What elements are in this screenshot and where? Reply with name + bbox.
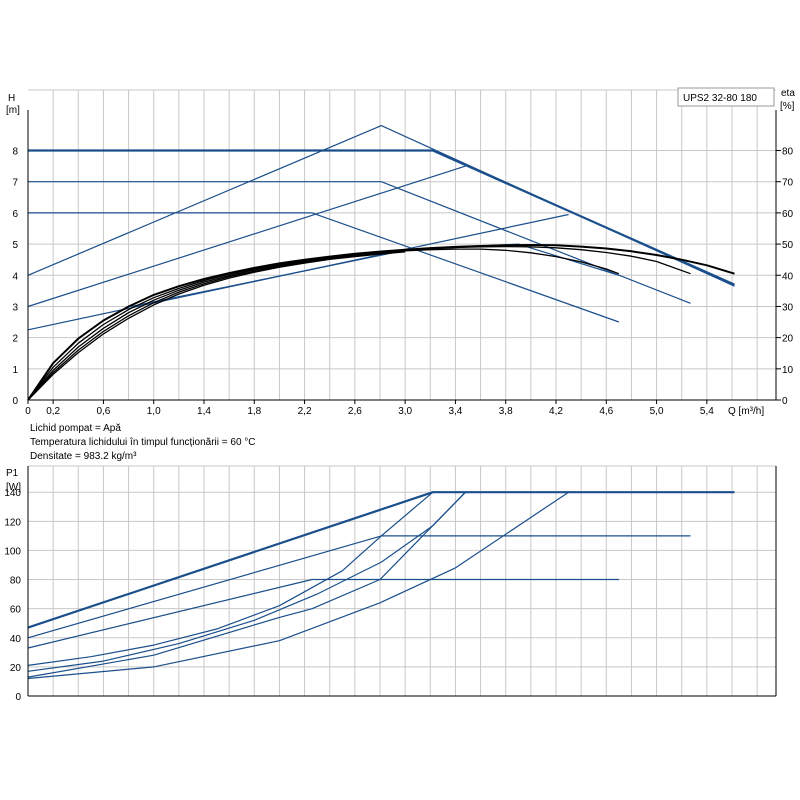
performance-curve-9 [27,245,691,401]
performance-x-tick-label: 2,2 [298,406,312,417]
performance-y-tick-label: 8 [12,147,18,158]
performance-y-tick-label: 0 [12,396,18,407]
note-density: Densitate = 983.2 kg/m³ [30,451,137,462]
note-fluid: Lichid pompat = Apă [30,423,121,434]
performance-curve-5 [27,165,466,308]
power-y-label: P1 [6,468,19,479]
performance-y2-tick-label: 50 [782,240,794,251]
performance-y-tick-label: 3 [12,302,18,313]
performance-y-ticks: 0 1 2 3 4 5 6 7 8 [12,147,18,407]
performance-x-tick-label: 5,0 [650,406,664,417]
performance-y2-tick-label: 80 [782,147,794,158]
performance-y-tick-label: 6 [12,209,18,220]
performance-x-tick-label: 0,6 [96,406,110,417]
performance-x-tick-label: 2,6 [348,406,362,417]
model-label: UPS2 32-80 180 [683,93,757,104]
performance-curve-4 [27,125,735,287]
performance-curve-1 [28,149,735,286]
performance-y2-unit: [%] [780,101,795,112]
power-y-tick-label: 40 [10,634,22,645]
performance-y-tick-label: 5 [12,240,18,251]
power-y-tick-label: 120 [4,517,21,528]
power-panel: 0 20 40 60 80 100 120 140 P1 [W] [4,465,777,703]
power-curve-2 [27,535,691,639]
power-y-tick-label: 100 [4,546,21,557]
model-label-box [677,87,775,107]
performance-curve-10 [27,248,620,401]
performance-x-tick-label: 1,4 [197,406,211,417]
power-curve-3 [27,578,619,649]
power-curve-4 [27,491,468,666]
performance-y2-tick-label: 20 [782,334,794,345]
performance-x-ticks: 0 0,2 0,6 1,0 1,4 1,8 2,2 2,6 3,0 3,4 3,8 4,2 4,6 5,0… [25,400,714,417]
performance-y-unit: [m] [6,105,20,116]
performance-grid [28,89,776,400]
note-temperature: Temperatura lichidului în timpul funcțio… [30,437,256,448]
performance-panel: 0 0,2 0,6 1,0 1,4 1,8 2,2 2,6 3,0 3,4 3,8 4,2 4,6 5,0… [6,87,795,417]
power-curve-6 [27,491,582,680]
power-y-tick-label: 140 [4,488,21,499]
performance-y2-tick-label: 0 [782,396,788,407]
performance-y2-tick-label: 70 [782,178,794,189]
performance-y2-tick-label: 10 [782,365,794,376]
performance-x-tick-label: 5,4 [700,406,714,417]
performance-y2-tick-label: 30 [782,302,794,313]
performance-curves [27,125,735,401]
power-y-unit: [W] [6,482,21,493]
performance-curve-11 [27,250,406,401]
power-curve-7 [27,491,466,672]
fluid-notes: Lichid pompat = Apă Temperatura lichidul… [30,423,256,462]
power-y-tick-label: 20 [10,663,22,674]
performance-y-tick-label: 2 [12,334,18,345]
performance-y2-tick-label: 60 [782,209,794,220]
performance-curve-12 [27,251,406,401]
performance-y-label: H [8,93,15,104]
performance-y-tick-label: 7 [12,178,18,189]
performance-x-tick-label: 0 [25,406,31,417]
power-y-tick-label: 0 [15,692,21,703]
performance-curve-3 [28,212,620,323]
power-y-ticks: 0 20 40 60 80 100 120 140 [4,488,21,703]
power-y-tick-label: 80 [10,576,22,587]
performance-y2-ticks: 0 10 20 30 40 50 60 70 80 [776,147,794,407]
performance-y2-label: eta [781,88,795,99]
performance-y-tick-label: 4 [12,271,18,282]
performance-x-label: Q [m³/h] [728,406,764,417]
performance-x-tick-label: 1,0 [147,406,161,417]
power-grid [28,465,776,696]
performance-x-tick-label: 3,0 [398,406,412,417]
performance-x-tick-label: 0,2 [46,406,60,417]
performance-y2-tick-label: 40 [782,271,794,282]
power-curves [27,491,735,680]
performance-curve-8 [27,244,735,401]
performance-x-tick-label: 3,8 [499,406,513,417]
performance-x-tick-label: 3,4 [448,406,462,417]
performance-x-tick-label: 4,2 [549,406,563,417]
performance-y-tick-label: 1 [12,365,18,376]
performance-x-tick-label: 4,6 [599,406,613,417]
performance-x-tick-label: 1,8 [247,406,261,417]
power-y-tick-label: 60 [10,605,22,616]
performance-curve-2 [28,181,691,304]
